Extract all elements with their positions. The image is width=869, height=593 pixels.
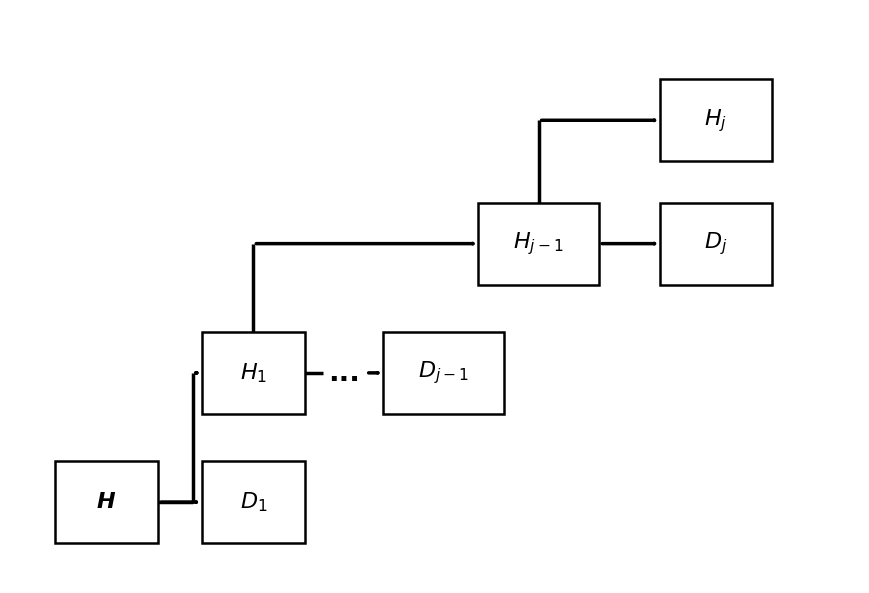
Text: $\boldsymbol{H}$: $\boldsymbol{H}$	[96, 492, 116, 512]
FancyBboxPatch shape	[55, 461, 158, 543]
Text: $\boldsymbol{D_{j-1}}$: $\boldsymbol{D_{j-1}}$	[418, 359, 468, 386]
Text: $\boldsymbol{H_{j-1}}$: $\boldsymbol{H_{j-1}}$	[513, 230, 563, 257]
FancyBboxPatch shape	[478, 202, 599, 285]
FancyBboxPatch shape	[659, 79, 772, 161]
FancyBboxPatch shape	[202, 331, 305, 414]
Text: $\boldsymbol{D_j}$: $\boldsymbol{D_j}$	[703, 230, 726, 257]
Text: ...: ...	[328, 359, 360, 387]
Text: $\boldsymbol{H_j}$: $\boldsymbol{H_j}$	[704, 107, 726, 133]
FancyBboxPatch shape	[382, 331, 503, 414]
Text: $\boldsymbol{H_1}$: $\boldsymbol{H_1}$	[240, 361, 267, 385]
FancyBboxPatch shape	[202, 461, 305, 543]
Text: $\boldsymbol{D_1}$: $\boldsymbol{D_1}$	[240, 490, 267, 514]
FancyBboxPatch shape	[659, 202, 772, 285]
